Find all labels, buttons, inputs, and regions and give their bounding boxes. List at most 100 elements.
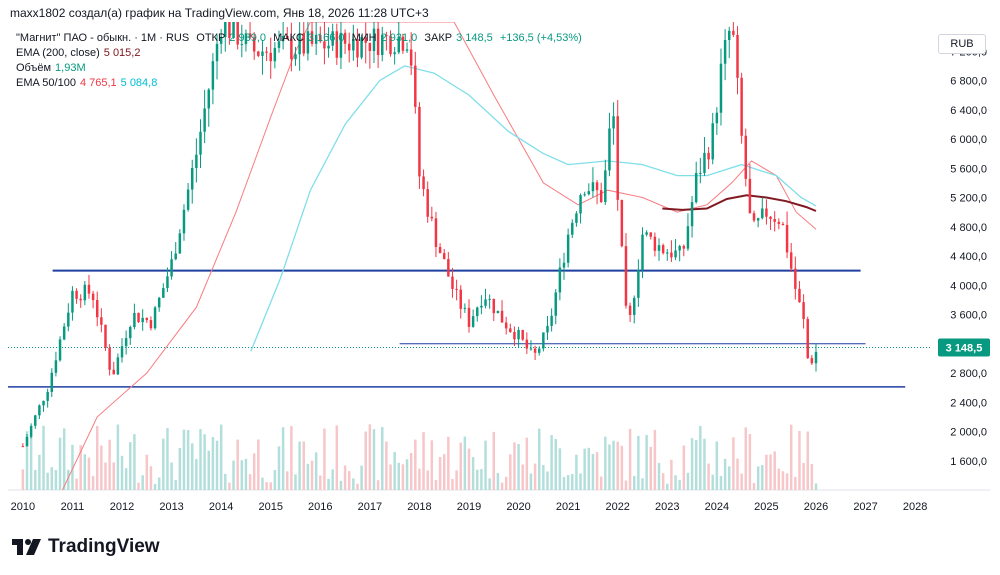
volume-bar	[224, 473, 227, 490]
volume-bar	[426, 470, 429, 490]
legend-symbol[interactable]: "Магнит" ПАО - обыкн. · 1М · RUS	[16, 32, 190, 44]
candle-body	[496, 310, 500, 314]
volume-bar	[678, 479, 681, 490]
candle-body	[21, 446, 25, 448]
price-chart[interactable]: 1 600,02 000,02 400,02 800,03 200,03 600…	[0, 1, 1000, 522]
volume-bar	[343, 465, 347, 490]
volume-bar	[653, 429, 657, 490]
candle-body	[397, 36, 401, 53]
candle-body	[120, 346, 124, 358]
candle-body	[83, 284, 87, 301]
volume-bar	[624, 480, 628, 490]
price-tick-label: 4 800,0	[950, 222, 987, 234]
volume-bar	[162, 438, 165, 490]
price-tick-label: 3 600,0	[950, 310, 987, 322]
volume-bar	[608, 444, 611, 490]
candle-body	[765, 208, 768, 217]
candle-body	[521, 329, 524, 340]
candle-body	[608, 128, 611, 171]
candle-body	[484, 299, 487, 306]
volume-bar	[199, 429, 202, 490]
volume-bar	[261, 477, 264, 490]
volume-bar	[182, 429, 186, 490]
candle-body	[219, 36, 223, 44]
volume-bar	[240, 460, 244, 490]
time-tick-label: 2017	[358, 501, 382, 513]
volume-bar	[488, 478, 491, 490]
volume-bar	[232, 460, 235, 490]
price-tick-label: 6 400,0	[950, 105, 987, 117]
volume-bar	[703, 438, 706, 490]
price-tick-label: 6 000,0	[950, 134, 987, 146]
currency-button[interactable]: RUB	[938, 34, 986, 54]
candle-body	[145, 317, 149, 321]
candle-body	[620, 199, 624, 247]
volume-bar	[21, 469, 25, 490]
tradingview-logo-icon	[12, 539, 41, 555]
volume-bar	[632, 475, 636, 490]
volume-bar	[571, 474, 574, 490]
candle-body	[252, 37, 256, 52]
legend-high-value: 3 166,0	[307, 32, 345, 44]
time-tick-label: 2024	[705, 501, 729, 513]
volume-bar	[637, 435, 640, 490]
candle-body	[748, 178, 752, 214]
candle-body	[645, 232, 648, 235]
candle-body	[467, 307, 471, 327]
volume-bar	[186, 430, 190, 490]
volume-bar	[558, 448, 562, 490]
last-price-tag	[938, 338, 990, 357]
candle-body	[112, 369, 115, 375]
candle-body	[54, 360, 58, 373]
legend-ema50100-row[interactable]: EMA 50/100 4 765,1 5 084,8	[16, 76, 586, 91]
candle-body	[438, 247, 442, 254]
time-tick-label: 2010	[11, 501, 35, 513]
volume-bar	[438, 456, 442, 490]
volume-bar	[744, 427, 748, 490]
volume-bar	[810, 464, 814, 490]
volume-bar	[347, 471, 351, 490]
volume-bar	[29, 437, 33, 490]
candle-body	[678, 245, 681, 251]
candle-body	[228, 19, 231, 38]
candle-body	[62, 326, 66, 340]
legend-low-label: МИН	[351, 32, 377, 44]
time-tick-label: 2019	[457, 501, 481, 513]
volume-bar	[798, 430, 801, 490]
candle-body	[244, 33, 248, 45]
tradingview-logo[interactable]: TradingView	[12, 536, 160, 558]
candle-body	[281, 35, 285, 42]
candle-body	[699, 172, 702, 174]
chart-svg[interactable]: 1 600,02 000,02 400,02 800,03 200,03 600…	[0, 1, 1000, 522]
legend-change: +136,5 (+4,53%)	[499, 32, 582, 44]
candle-body	[232, 16, 235, 38]
volume-bar	[352, 478, 355, 490]
candle-body	[802, 302, 805, 320]
volume-bar	[319, 475, 322, 490]
volume-bar	[393, 452, 396, 490]
volume-bar	[537, 428, 541, 490]
volume-bar	[75, 478, 78, 490]
candle-body	[141, 317, 144, 323]
legend-volume-row[interactable]: Объём 1,93M	[16, 61, 586, 76]
volume-bar	[215, 440, 219, 490]
candle-body	[389, 35, 392, 55]
volume-bar	[273, 470, 277, 490]
candle-body	[661, 245, 665, 254]
volume-bar	[248, 474, 252, 490]
price-tick-label: 4 400,0	[950, 251, 987, 263]
candle-body	[653, 236, 657, 251]
time-tick-label: 2027	[853, 501, 877, 513]
legend-ema200-row[interactable]: EMA (200, close) 5 015,2	[16, 46, 586, 61]
volume-bar	[723, 458, 727, 490]
candle-body	[360, 37, 363, 58]
candle-body	[257, 51, 260, 56]
candle-body	[79, 298, 82, 301]
volume-bar	[525, 437, 529, 490]
legend-volume-value: 1,93M	[55, 62, 86, 74]
candle-body	[186, 189, 190, 210]
candle-body	[814, 351, 818, 364]
volume-bar	[302, 441, 306, 490]
volume-bar	[286, 471, 289, 490]
volume-bar	[711, 474, 714, 490]
